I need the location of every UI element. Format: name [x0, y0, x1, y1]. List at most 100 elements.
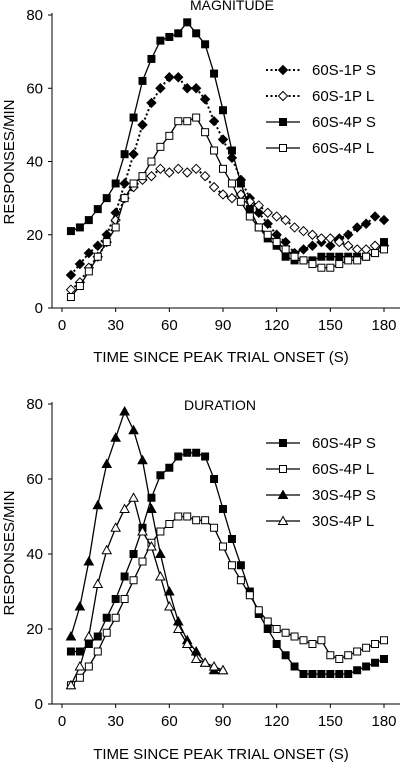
dur-series-30s-4p-s — [65, 405, 229, 675]
data-point — [83, 630, 95, 641]
data-point — [119, 178, 130, 189]
data-point — [129, 550, 138, 558]
dur-series-60s-4p-s — [66, 448, 388, 678]
data-point — [66, 227, 75, 236]
data-point — [138, 557, 147, 566]
data-point — [208, 181, 220, 193]
legend-label: 30S-4P L — [312, 513, 374, 530]
data-point — [335, 260, 344, 269]
mag-xtick-label: 150 — [318, 317, 343, 334]
data-point — [298, 244, 309, 255]
data-point — [299, 256, 308, 265]
data-point — [93, 252, 102, 261]
magnitude-title: MAGNITUDE — [190, 0, 274, 13]
data-point — [335, 252, 344, 261]
data-point — [219, 164, 227, 173]
data-point — [227, 179, 236, 188]
data-point — [353, 647, 362, 656]
data-point — [92, 499, 104, 510]
data-point — [378, 214, 390, 226]
data-point — [111, 179, 120, 188]
data-point — [307, 229, 318, 240]
mag-xtick-label: 0 — [58, 317, 66, 334]
dur-xtick-label: 120 — [264, 713, 289, 730]
data-point — [183, 117, 192, 126]
data-point — [102, 194, 111, 203]
legend-marker — [277, 90, 289, 102]
data-point — [155, 83, 166, 94]
magnitude-ylabel: RESPONSES/MIN — [1, 99, 18, 224]
data-point — [227, 146, 236, 155]
data-point — [74, 660, 86, 671]
data-point — [371, 658, 380, 667]
data-point — [92, 578, 104, 588]
data-point — [101, 458, 113, 468]
data-point — [138, 172, 147, 181]
data-point — [83, 247, 95, 259]
data-point — [362, 643, 371, 652]
legend-marker — [277, 489, 289, 499]
data-point — [298, 225, 309, 237]
mag-xtick-label: 30 — [107, 317, 124, 334]
dur-xtick-label: 60 — [161, 713, 178, 730]
data-point — [137, 525, 148, 536]
legend-marker — [277, 515, 289, 525]
data-point — [172, 623, 184, 633]
data-point — [65, 630, 77, 641]
mag-legend-entry: 60S-1P L — [266, 88, 374, 105]
data-point — [155, 163, 166, 175]
dur-series-60s-4p-l — [66, 512, 388, 690]
data-point — [128, 148, 139, 160]
data-point — [371, 640, 380, 648]
data-point — [156, 527, 165, 536]
data-point — [65, 269, 77, 281]
data-point — [165, 463, 174, 472]
data-point — [110, 522, 122, 532]
data-point — [120, 572, 129, 581]
data-point — [199, 94, 211, 105]
data-point — [263, 617, 272, 626]
data-point — [227, 561, 236, 570]
data-point — [119, 405, 130, 416]
data-point — [155, 570, 166, 581]
data-point — [217, 189, 229, 200]
data-point — [236, 179, 245, 188]
series-line — [70, 452, 385, 675]
data-point — [201, 128, 210, 137]
data-point — [102, 238, 111, 247]
data-point — [120, 194, 129, 203]
data-point — [290, 662, 299, 671]
data-point — [362, 252, 371, 261]
data-point — [192, 516, 201, 525]
data-point — [343, 229, 354, 240]
data-point — [307, 240, 318, 251]
data-point — [380, 245, 388, 254]
data-point — [299, 670, 308, 678]
data-point — [128, 424, 139, 435]
data-point — [334, 236, 345, 248]
data-point — [245, 591, 254, 600]
data-point — [226, 192, 238, 204]
data-point — [380, 636, 388, 645]
data-point — [353, 256, 362, 265]
dur-xtick-label: 180 — [371, 713, 396, 730]
legend-marker — [279, 118, 287, 126]
data-point — [174, 29, 183, 38]
dur-ytick-label: 20 — [26, 621, 43, 638]
dur-legend-entry: 60S-4P L — [266, 461, 374, 478]
data-point — [147, 54, 156, 63]
data-point — [290, 252, 299, 261]
data-point — [156, 142, 165, 151]
data-point — [325, 240, 336, 251]
data-point — [192, 113, 201, 122]
data-point — [360, 244, 372, 255]
data-point — [290, 632, 299, 641]
data-point — [146, 503, 157, 513]
data-point — [173, 72, 184, 83]
data-point — [75, 647, 84, 656]
data-point — [190, 83, 202, 94]
data-point — [344, 670, 353, 678]
data-point — [262, 218, 273, 229]
data-point — [111, 595, 120, 603]
